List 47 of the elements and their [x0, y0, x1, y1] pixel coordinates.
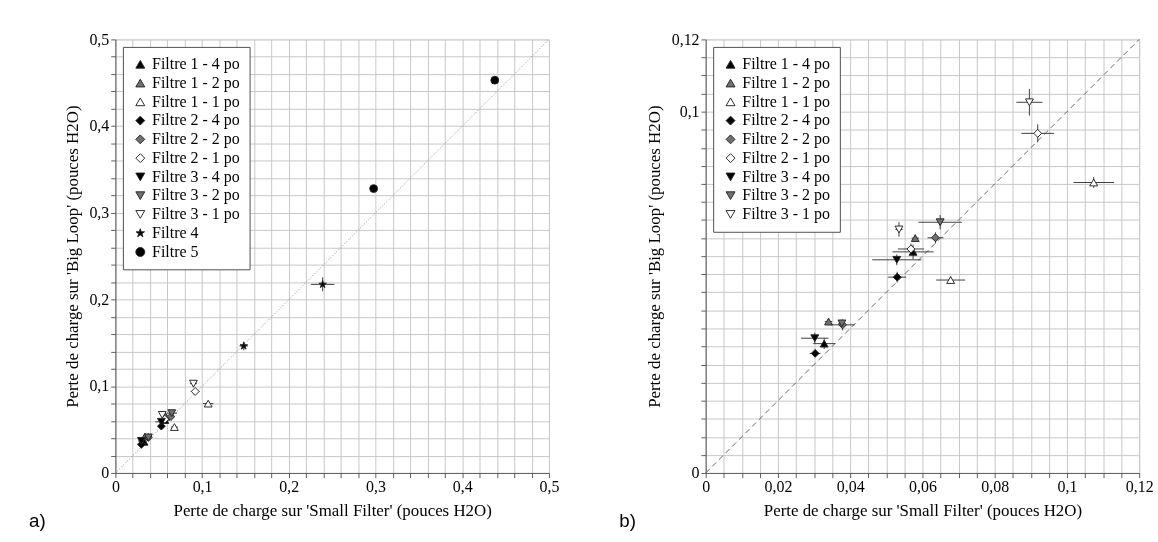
y-axis-title: Perte de charge sur 'Big Loop' (pouces H2O) — [63, 105, 83, 408]
legend-label: Filtre 1 - 1 po — [742, 92, 830, 111]
legend-label: Filtre 1 - 2 po — [742, 73, 830, 92]
x-tick-label: 0,4 — [452, 478, 473, 496]
y-tick-label: 0,2 — [89, 290, 110, 308]
y-tick-label: 0,1 — [89, 377, 110, 395]
y-tick-label: 0,3 — [89, 204, 110, 222]
x-tick-label: 0,02 — [764, 478, 793, 496]
legend-label: Filtre 3 - 2 po — [152, 186, 240, 205]
x-tick-label: 0,1 — [192, 478, 213, 496]
y-tick-label: 0,4 — [89, 117, 110, 135]
legend-label: Filtre 3 - 4 po — [742, 167, 830, 186]
legend-label: Filtre 3 - 2 po — [742, 186, 830, 205]
legend-label: Filtre 1 - 2 po — [152, 73, 240, 92]
y-axis-title: Perte de charge sur 'Big Loop' (pouces H2O) — [645, 105, 665, 408]
x-tick-label: 0,06 — [908, 478, 937, 496]
x-tick-label: 0 — [702, 478, 711, 496]
legend-label: Filtre 5 — [152, 242, 199, 260]
legend-label: Filtre 3 - 1 po — [742, 205, 830, 224]
legend-label: Filtre 2 - 4 po — [152, 111, 240, 130]
legend-label: Filtre 2 - 2 po — [152, 130, 240, 149]
x-tick-label: 0,1 — [1057, 478, 1078, 496]
legend-label: Filtre 2 - 4 po — [742, 111, 830, 130]
x-tick-label: 0,2 — [279, 478, 300, 496]
legend-label: Filtre 2 - 2 po — [742, 130, 830, 149]
y-tick-label: 0,1 — [679, 102, 700, 120]
x-tick-label: 0,04 — [836, 478, 865, 496]
x-axis-title: Perte de charge sur 'Small Filter' (pouces H2O) — [173, 500, 492, 520]
y-tick-label: 0 — [101, 464, 110, 482]
x-tick-label: 0,12 — [1125, 478, 1154, 496]
y-tick-label: 0,12 — [671, 30, 700, 48]
y-tick-label: 0 — [691, 464, 700, 482]
legend-label: Filtre 2 - 1 po — [742, 148, 830, 167]
legend-label: Filtre 3 - 4 po — [152, 167, 240, 186]
x-tick-label: 0,3 — [366, 478, 387, 496]
legend-label: Filtre 1 - 4 po — [152, 54, 240, 73]
legend-label: Filtre 1 - 4 po — [742, 54, 830, 73]
x-tick-label: 0,08 — [981, 478, 1010, 496]
text: b) — [619, 510, 637, 532]
y-tick-label: 0,5 — [89, 30, 110, 48]
x-axis-title: Perte de charge sur 'Small Filter' (pouces H2O) — [763, 500, 1083, 520]
text: a) — [29, 510, 46, 532]
legend-label: Filtre 2 - 1 po — [152, 148, 240, 167]
x-tick-label: 0,5 — [539, 478, 560, 496]
legend-label: Filtre 1 - 1 po — [152, 92, 240, 111]
legend-label: Filtre 4 — [152, 223, 199, 241]
legend-label: Filtre 3 - 1 po — [152, 205, 240, 224]
